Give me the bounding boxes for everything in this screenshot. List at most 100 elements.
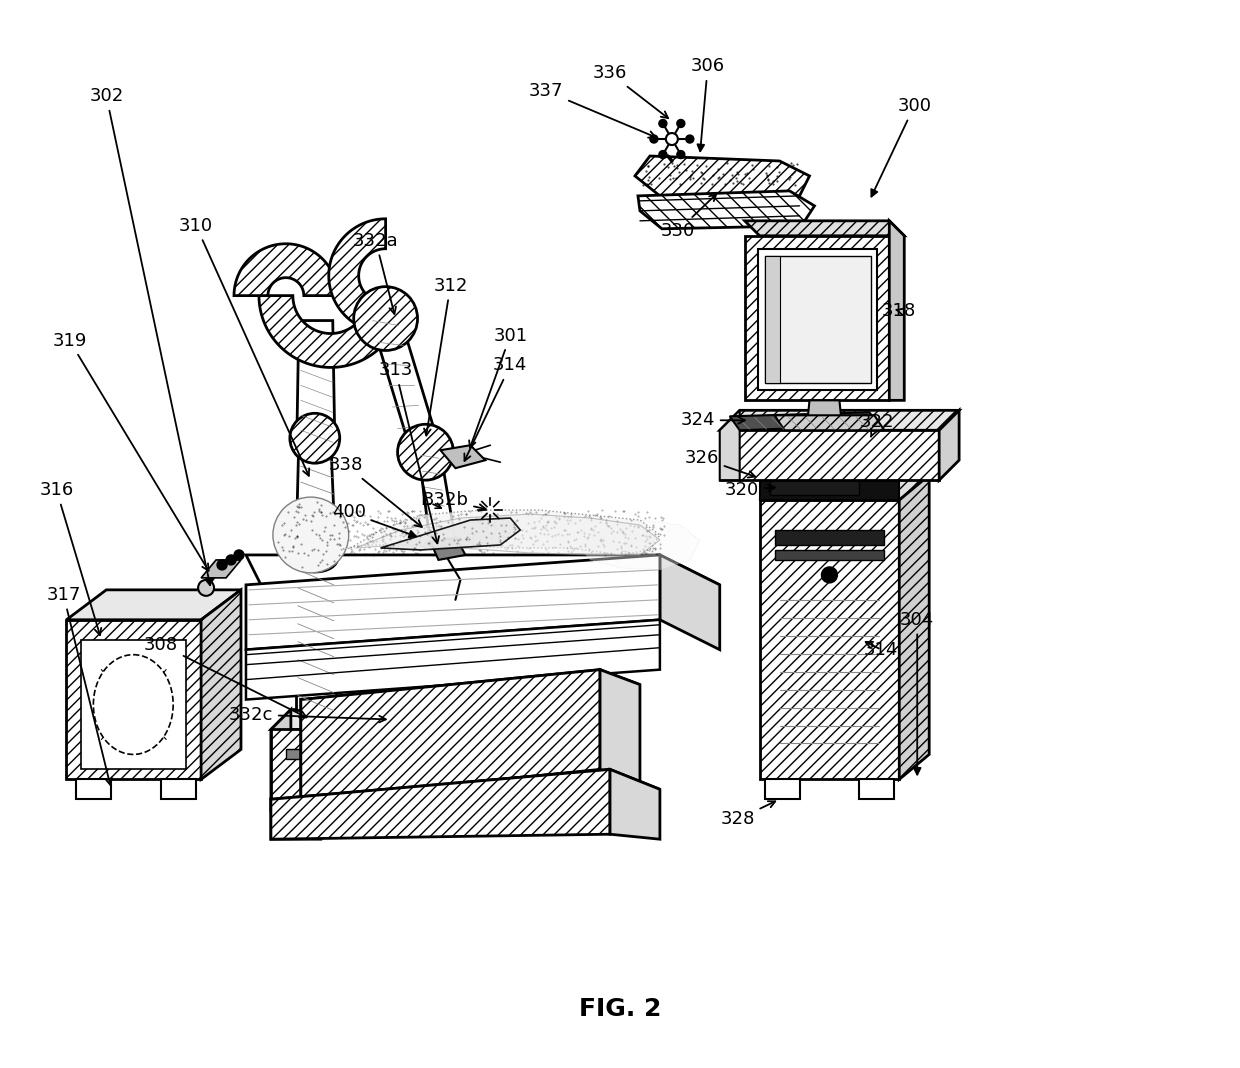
Text: 337: 337	[529, 82, 656, 138]
Circle shape	[677, 120, 684, 127]
Polygon shape	[765, 255, 872, 383]
Circle shape	[650, 135, 658, 143]
Polygon shape	[301, 670, 600, 799]
Text: 304: 304	[900, 611, 935, 774]
Polygon shape	[745, 236, 889, 400]
Polygon shape	[600, 670, 640, 784]
Polygon shape	[635, 156, 810, 195]
Text: 322: 322	[861, 413, 894, 437]
Polygon shape	[286, 750, 326, 759]
Text: 316: 316	[40, 481, 102, 635]
Text: 301: 301	[469, 327, 527, 447]
Text: 330: 330	[661, 194, 717, 240]
Polygon shape	[419, 452, 455, 545]
Text: 318: 318	[882, 301, 916, 319]
Circle shape	[273, 497, 348, 572]
Polygon shape	[301, 670, 640, 714]
Polygon shape	[719, 430, 939, 481]
Polygon shape	[270, 729, 341, 810]
Polygon shape	[259, 296, 403, 367]
Polygon shape	[301, 700, 341, 799]
Text: FIG. 2: FIG. 2	[579, 996, 661, 1021]
Polygon shape	[246, 585, 260, 649]
Ellipse shape	[294, 544, 337, 571]
Ellipse shape	[93, 655, 174, 754]
Text: 317: 317	[46, 586, 112, 785]
Circle shape	[666, 134, 678, 145]
Polygon shape	[760, 475, 899, 500]
Text: 336: 336	[593, 64, 668, 119]
Text: 400: 400	[332, 503, 415, 537]
Text: L: L	[420, 491, 430, 509]
Text: 319: 319	[52, 331, 208, 570]
Polygon shape	[67, 590, 241, 619]
Text: 332c: 332c	[228, 706, 386, 723]
Polygon shape	[246, 555, 719, 585]
Polygon shape	[610, 769, 660, 839]
Text: 314: 314	[864, 641, 899, 659]
Polygon shape	[775, 530, 884, 545]
Polygon shape	[440, 445, 485, 468]
Circle shape	[217, 560, 227, 570]
Polygon shape	[729, 412, 879, 430]
Circle shape	[353, 286, 418, 350]
Text: 320: 320	[724, 481, 775, 499]
Text: 324: 324	[681, 411, 745, 429]
Polygon shape	[356, 514, 660, 555]
Polygon shape	[939, 410, 959, 481]
Text: 310: 310	[179, 217, 309, 475]
Polygon shape	[760, 475, 929, 500]
Circle shape	[198, 580, 215, 596]
Polygon shape	[859, 780, 894, 799]
Polygon shape	[296, 440, 336, 557]
Polygon shape	[660, 555, 719, 649]
Text: 332b: 332b	[423, 491, 486, 511]
Polygon shape	[775, 415, 884, 430]
Text: 326: 326	[684, 450, 755, 477]
Polygon shape	[775, 550, 884, 560]
Text: 314: 314	[464, 357, 527, 461]
Polygon shape	[341, 511, 660, 555]
Text: 312: 312	[424, 277, 467, 436]
Polygon shape	[161, 780, 196, 799]
Circle shape	[686, 135, 694, 143]
Polygon shape	[234, 244, 337, 296]
Text: 338: 338	[329, 456, 422, 527]
Polygon shape	[201, 590, 241, 780]
Polygon shape	[889, 221, 904, 400]
Text: 332a: 332a	[353, 232, 398, 314]
Polygon shape	[296, 560, 336, 709]
Polygon shape	[329, 219, 386, 332]
Polygon shape	[246, 555, 660, 649]
Polygon shape	[765, 780, 800, 799]
Polygon shape	[296, 320, 335, 438]
Polygon shape	[381, 518, 521, 550]
Text: 313: 313	[378, 361, 439, 544]
Polygon shape	[270, 709, 291, 810]
Text: 300: 300	[872, 97, 931, 197]
Circle shape	[290, 413, 340, 464]
Polygon shape	[719, 410, 740, 481]
Polygon shape	[899, 475, 929, 780]
Circle shape	[658, 120, 667, 127]
Circle shape	[658, 151, 667, 158]
Polygon shape	[719, 410, 959, 430]
Polygon shape	[201, 560, 241, 578]
Polygon shape	[77, 780, 112, 799]
Circle shape	[821, 567, 837, 583]
Polygon shape	[83, 642, 184, 768]
Text: 302: 302	[89, 88, 212, 585]
Polygon shape	[371, 318, 440, 451]
Polygon shape	[270, 769, 610, 839]
Polygon shape	[765, 255, 780, 383]
Polygon shape	[760, 500, 899, 780]
Polygon shape	[745, 221, 904, 236]
Polygon shape	[580, 520, 699, 570]
Text: 306: 306	[691, 58, 725, 152]
Circle shape	[226, 555, 236, 565]
Polygon shape	[82, 640, 186, 769]
Text: 308: 308	[144, 635, 306, 718]
Polygon shape	[758, 249, 878, 391]
Text: 328: 328	[720, 801, 775, 829]
Polygon shape	[637, 191, 815, 229]
